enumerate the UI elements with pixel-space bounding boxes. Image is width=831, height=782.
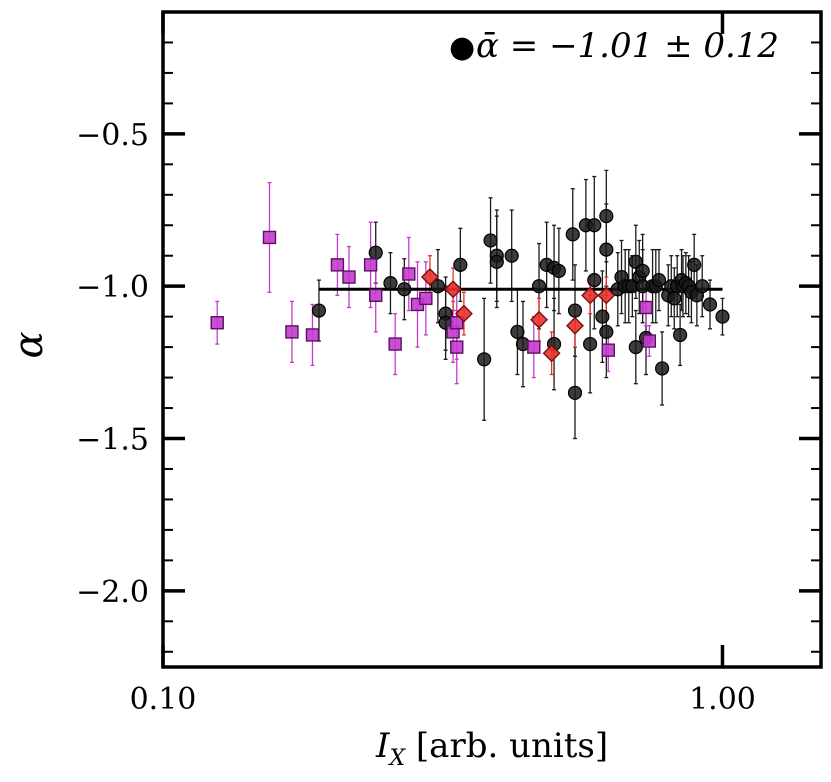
data-point-diamond — [566, 316, 584, 335]
data-point-circle — [504, 248, 519, 263]
data-point-circle — [510, 324, 525, 339]
data-point-square — [450, 316, 464, 330]
data-point-diamond — [597, 286, 616, 305]
data-point-square — [369, 288, 383, 303]
data-point-square — [419, 291, 433, 306]
data-point-square — [642, 334, 657, 348]
data-point-circle — [687, 257, 702, 272]
data-point-circle — [567, 303, 583, 318]
data-point-circle — [311, 303, 327, 318]
data-point-diamond — [444, 280, 463, 299]
data-point-circle — [599, 324, 614, 339]
data-point-diamond — [542, 344, 561, 363]
data-point-circle — [667, 291, 682, 306]
data-point-square — [450, 340, 464, 354]
data-point-square — [285, 325, 299, 339]
data-point-circle — [477, 352, 492, 367]
data-point-circle — [695, 279, 710, 294]
data-point-circle — [702, 297, 718, 312]
x-tick-label: 0.10 — [130, 682, 197, 717]
data-point-circle — [635, 263, 650, 279]
xlabel: IX [arb. units] — [375, 726, 608, 771]
y-tick-label: −1.0 — [76, 270, 149, 305]
annotation-symbol: ● — [449, 30, 475, 65]
markers-layer — [210, 209, 730, 400]
data-point-square — [330, 258, 345, 272]
data-point-diamond — [581, 286, 600, 305]
data-point-circle — [587, 218, 602, 233]
plot-frame — [161, 10, 823, 669]
y-tick-label: −0.5 — [76, 118, 149, 153]
data-point-circle — [599, 242, 614, 257]
data-point-square — [601, 343, 615, 357]
data-point-square — [305, 328, 320, 342]
y-tick-label: −2.0 — [76, 575, 149, 610]
data-point-square — [388, 337, 402, 351]
data-point-square — [527, 340, 541, 354]
data-point-circle — [368, 245, 383, 260]
data-point-circle — [489, 254, 504, 269]
data-point-circle — [551, 263, 566, 279]
data-point-circle — [583, 336, 598, 352]
data-point-circle — [595, 309, 610, 324]
data-point-diamond — [454, 304, 473, 323]
ylabel: α — [6, 331, 52, 358]
data-point-circle — [383, 276, 398, 291]
data-point-square — [363, 258, 378, 272]
data-point-circle — [651, 272, 667, 288]
data-point-diamond — [530, 310, 549, 329]
data-point-circle — [565, 227, 580, 242]
data-point-square — [210, 316, 224, 330]
xlabel-main: I — [375, 726, 390, 766]
data-point-circle — [628, 340, 643, 355]
data-point-circle — [397, 282, 412, 297]
data-point-circle — [483, 233, 498, 248]
xlabel-sub: X — [387, 746, 406, 771]
data-point-circle — [587, 272, 602, 288]
y-tick-label: −1.5 — [76, 423, 149, 458]
data-point-circle — [531, 279, 547, 294]
data-point-circle — [453, 257, 468, 272]
data-point-square — [639, 300, 653, 315]
data-point-circle — [567, 385, 583, 400]
data-point-circle — [430, 279, 446, 294]
data-point-square — [342, 270, 356, 284]
data-point-square — [402, 267, 416, 281]
data-point-diamond — [420, 268, 439, 287]
data-point-circle — [673, 327, 688, 343]
data-point-circle — [599, 209, 614, 224]
ticks-layer: −0.5 −1.0 −1.5 −2.0 0.10 1.00 — [76, 12, 821, 717]
xlabel-rest: [arb. units] — [405, 726, 608, 766]
data-point-circle — [715, 309, 730, 324]
annotation-text: ᾱ = −1.01 ± 0.12 — [476, 26, 779, 66]
data-point-circle — [655, 361, 670, 376]
data-point-square — [262, 230, 277, 245]
x-tick-label: 1.00 — [689, 682, 756, 717]
